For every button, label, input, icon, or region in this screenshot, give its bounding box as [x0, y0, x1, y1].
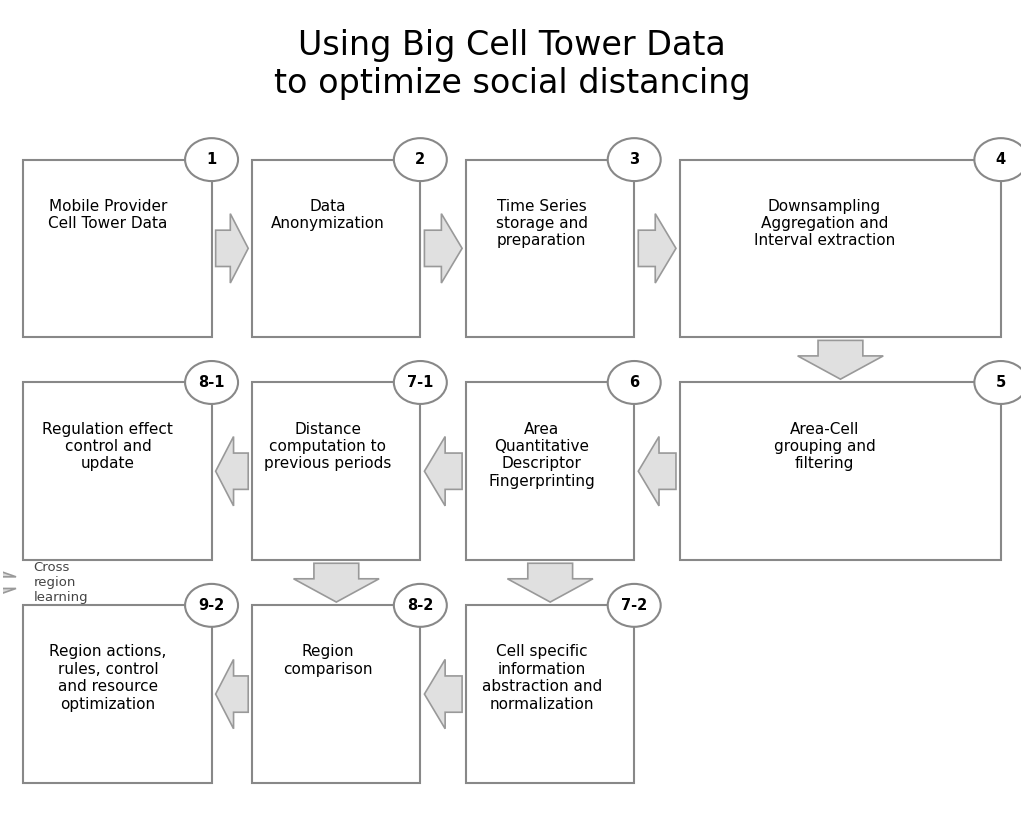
- FancyBboxPatch shape: [466, 382, 634, 560]
- Text: 5: 5: [995, 375, 1006, 390]
- Text: Using Big Cell Tower Data
to optimize social distancing: Using Big Cell Tower Data to optimize so…: [273, 29, 751, 101]
- Text: 7-2: 7-2: [622, 597, 647, 612]
- FancyBboxPatch shape: [466, 160, 634, 337]
- Circle shape: [185, 138, 238, 181]
- Text: Downsampling
Aggregation and
Interval extraction: Downsampling Aggregation and Interval ex…: [754, 199, 895, 248]
- Polygon shape: [216, 214, 248, 283]
- Polygon shape: [216, 436, 248, 506]
- Polygon shape: [216, 660, 248, 729]
- Text: Region actions,
rules, control
and resource
optimization: Region actions, rules, control and resou…: [49, 644, 167, 711]
- Polygon shape: [294, 563, 379, 602]
- Polygon shape: [424, 436, 462, 506]
- Circle shape: [975, 138, 1024, 181]
- Circle shape: [394, 138, 446, 181]
- Circle shape: [185, 584, 238, 627]
- Text: Distance
computation to
previous periods: Distance computation to previous periods: [264, 421, 391, 471]
- FancyBboxPatch shape: [466, 605, 634, 783]
- Text: 4: 4: [995, 152, 1006, 167]
- Text: 6: 6: [629, 375, 639, 390]
- Circle shape: [394, 584, 446, 627]
- Text: 3: 3: [629, 152, 639, 167]
- Circle shape: [607, 584, 660, 627]
- FancyBboxPatch shape: [252, 382, 420, 560]
- Text: Time Series
storage and
preparation: Time Series storage and preparation: [496, 199, 588, 248]
- Circle shape: [394, 361, 446, 404]
- Text: Mobile Provider
Cell Tower Data: Mobile Provider Cell Tower Data: [48, 199, 168, 231]
- Circle shape: [607, 361, 660, 404]
- Circle shape: [607, 138, 660, 181]
- Polygon shape: [638, 214, 676, 283]
- Polygon shape: [0, 563, 16, 602]
- Text: 2: 2: [416, 152, 425, 167]
- Polygon shape: [798, 341, 884, 379]
- FancyBboxPatch shape: [252, 605, 420, 783]
- Polygon shape: [424, 660, 462, 729]
- FancyBboxPatch shape: [24, 160, 212, 337]
- FancyBboxPatch shape: [24, 605, 212, 783]
- FancyBboxPatch shape: [252, 160, 420, 337]
- Text: 7-1: 7-1: [408, 375, 433, 390]
- FancyBboxPatch shape: [680, 160, 1000, 337]
- Circle shape: [185, 361, 238, 404]
- Text: Region
comparison: Region comparison: [284, 644, 373, 676]
- Text: Regulation effect
control and
update: Regulation effect control and update: [42, 421, 173, 471]
- Polygon shape: [424, 214, 462, 283]
- Text: Area-Cell
grouping and
filtering: Area-Cell grouping and filtering: [773, 421, 876, 471]
- FancyBboxPatch shape: [24, 382, 212, 560]
- Text: Cross
region
learning: Cross region learning: [34, 561, 88, 604]
- Circle shape: [975, 361, 1024, 404]
- Polygon shape: [508, 563, 593, 602]
- Text: 9-2: 9-2: [199, 597, 224, 612]
- Polygon shape: [638, 436, 676, 506]
- Text: Area
Quantitative
Descriptor
Fingerprinting: Area Quantitative Descriptor Fingerprint…: [488, 421, 595, 489]
- Text: 8-1: 8-1: [199, 375, 225, 390]
- Text: Cell specific
information
abstraction and
normalization: Cell specific information abstraction an…: [481, 644, 602, 711]
- Text: 1: 1: [207, 152, 217, 167]
- Text: Data
Anonymization: Data Anonymization: [271, 199, 385, 231]
- FancyBboxPatch shape: [680, 382, 1000, 560]
- Text: 8-2: 8-2: [408, 597, 433, 612]
